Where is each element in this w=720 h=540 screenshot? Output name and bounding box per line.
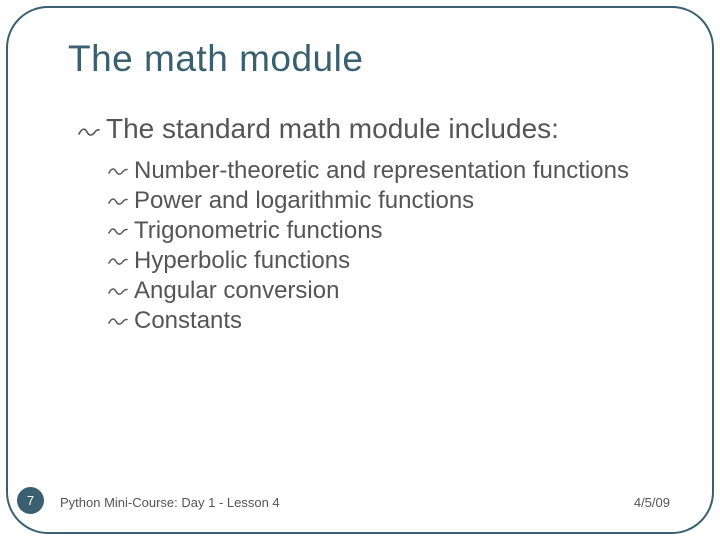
curl-bullet-icon (108, 256, 128, 267)
level2-text: Power and logarithmic functions (134, 186, 474, 216)
level2-item: Angular conversion (108, 276, 680, 306)
level2-item: Number-theoretic and representation func… (108, 156, 680, 186)
footer-date: 4/5/09 (634, 495, 670, 510)
level2-item: Hyperbolic functions (108, 246, 680, 276)
level2-item: Power and logarithmic functions (108, 186, 680, 216)
level1-item: The standard math module includes: (78, 112, 680, 146)
slide-number-badge: 7 (17, 487, 44, 514)
curl-bullet-icon (108, 316, 128, 327)
level2-text: Trigonometric functions (134, 216, 383, 246)
level2-text: Constants (134, 306, 242, 336)
curl-bullet-icon (108, 226, 128, 237)
slide-content: The math module The standard math module… (68, 38, 680, 336)
level1-list: The standard math module includes: Numbe… (78, 112, 680, 336)
footer-text: Python Mini-Course: Day 1 - Lesson 4 (60, 495, 280, 510)
level2-item: Constants (108, 306, 680, 336)
level2-list: Number-theoretic and representation func… (108, 156, 680, 336)
curl-bullet-icon (108, 286, 128, 297)
level1-text: The standard math module includes: (106, 112, 559, 146)
slide-title: The math module (68, 38, 680, 80)
level2-text: Number-theoretic and representation func… (134, 156, 629, 186)
level2-item: Trigonometric functions (108, 216, 680, 246)
level2-text: Hyperbolic functions (134, 246, 350, 276)
slide-number: 7 (27, 493, 34, 508)
curl-bullet-icon (78, 126, 100, 138)
curl-bullet-icon (108, 166, 128, 177)
level2-text: Angular conversion (134, 276, 339, 306)
curl-bullet-icon (108, 196, 128, 207)
